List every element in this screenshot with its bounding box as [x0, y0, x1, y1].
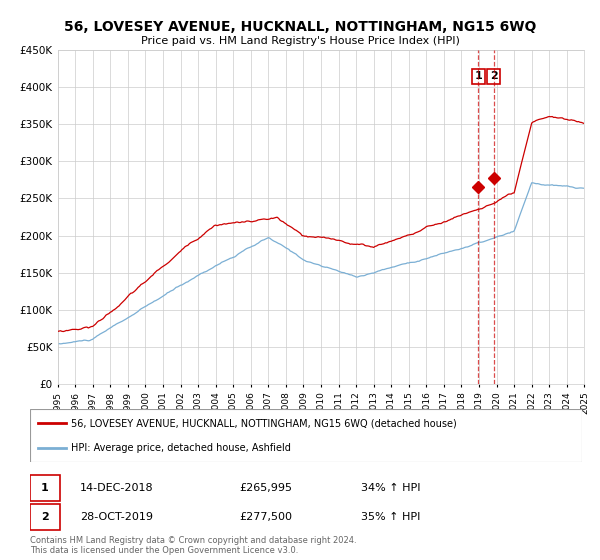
Text: 2: 2	[41, 512, 49, 522]
Text: 35% ↑ HPI: 35% ↑ HPI	[361, 512, 421, 522]
Text: 28-OCT-2019: 28-OCT-2019	[80, 512, 152, 522]
Text: £265,995: £265,995	[240, 483, 293, 493]
Text: 2: 2	[490, 71, 497, 81]
Text: Contains HM Land Registry data © Crown copyright and database right 2024.
This d: Contains HM Land Registry data © Crown c…	[30, 536, 356, 556]
Text: 14-DEC-2018: 14-DEC-2018	[80, 483, 154, 493]
Text: 1: 1	[41, 483, 49, 493]
Text: 56, LOVESEY AVENUE, HUCKNALL, NOTTINGHAM, NG15 6WQ: 56, LOVESEY AVENUE, HUCKNALL, NOTTINGHAM…	[64, 20, 536, 34]
Text: £277,500: £277,500	[240, 512, 293, 522]
Text: 34% ↑ HPI: 34% ↑ HPI	[361, 483, 421, 493]
Text: HPI: Average price, detached house, Ashfield: HPI: Average price, detached house, Ashf…	[71, 442, 291, 452]
Text: 56, LOVESEY AVENUE, HUCKNALL, NOTTINGHAM, NG15 6WQ (detached house): 56, LOVESEY AVENUE, HUCKNALL, NOTTINGHAM…	[71, 418, 457, 428]
Text: 1: 1	[474, 71, 482, 81]
Text: Price paid vs. HM Land Registry's House Price Index (HPI): Price paid vs. HM Land Registry's House …	[140, 36, 460, 46]
FancyBboxPatch shape	[30, 474, 61, 501]
FancyBboxPatch shape	[30, 409, 582, 462]
FancyBboxPatch shape	[30, 504, 61, 530]
